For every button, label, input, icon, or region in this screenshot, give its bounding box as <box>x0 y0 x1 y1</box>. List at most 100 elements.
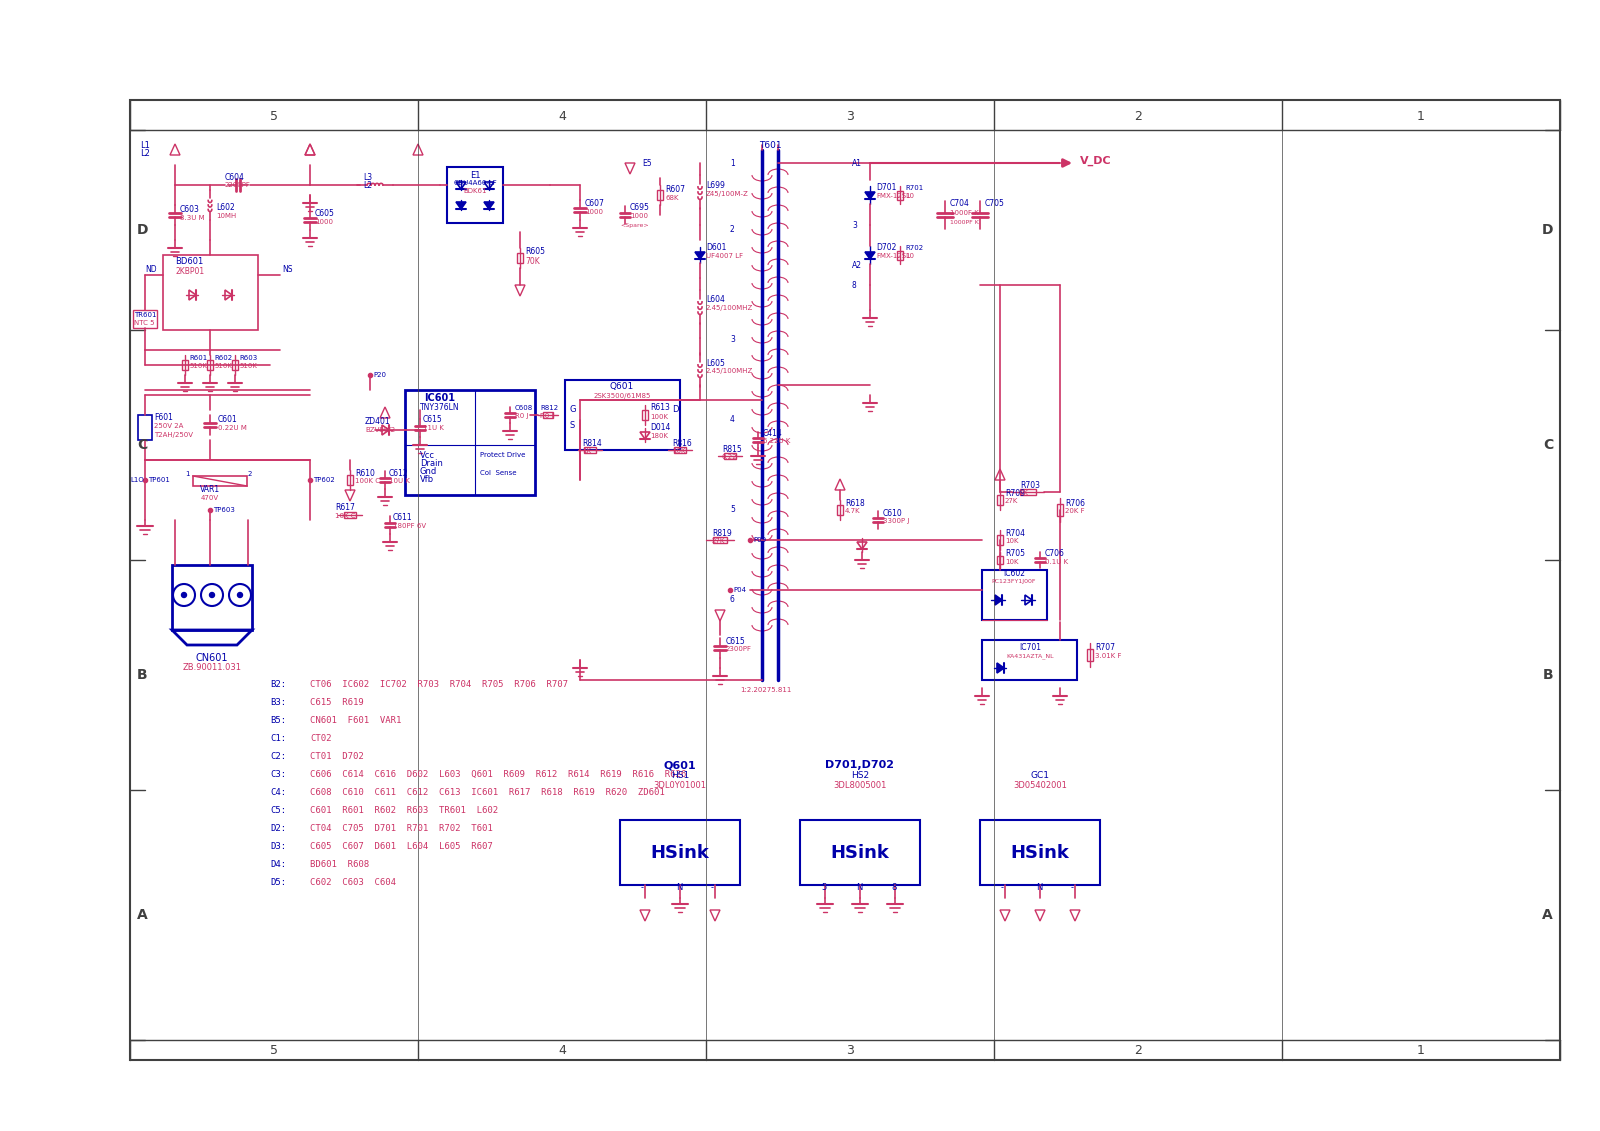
Text: R602: R602 <box>214 355 232 361</box>
Text: 510K: 510K <box>238 363 258 369</box>
Text: C606  C614  C616  D602  L603  Q601  R609  R612  R614  R619  R616  R626: C606 C614 C616 D602 L603 Q601 R609 R612 … <box>310 770 686 779</box>
Bar <box>405 390 534 495</box>
Text: D4:: D4: <box>270 860 286 869</box>
Text: 470V: 470V <box>202 495 219 501</box>
Text: 2: 2 <box>1134 111 1142 123</box>
Text: TNY376LN: TNY376LN <box>421 404 459 413</box>
Text: ZD401: ZD401 <box>365 417 390 426</box>
Text: S: S <box>570 421 576 430</box>
Bar <box>206 360 213 370</box>
Bar <box>982 570 1046 620</box>
Text: R613: R613 <box>650 404 670 413</box>
Text: FMX-12SL: FMX-12SL <box>877 193 910 199</box>
Text: <Spare>: <Spare> <box>621 223 648 227</box>
Text: 10K: 10K <box>672 448 685 454</box>
Bar <box>642 411 648 420</box>
Text: P20: P20 <box>373 372 386 378</box>
Bar <box>173 566 253 630</box>
Polygon shape <box>483 202 494 209</box>
Text: C603: C603 <box>179 206 200 215</box>
Text: V_DC: V_DC <box>1080 156 1112 166</box>
Text: 10U K: 10U K <box>389 478 410 484</box>
Bar <box>997 556 1003 564</box>
Text: R618: R618 <box>845 499 864 508</box>
Text: GC1: GC1 <box>1030 771 1050 780</box>
Text: R701: R701 <box>906 185 923 191</box>
Text: 8: 8 <box>891 883 896 892</box>
Text: TP603: TP603 <box>213 507 235 513</box>
Text: Protect Drive: Protect Drive <box>480 452 525 458</box>
Text: 2K: 2K <box>1021 490 1029 497</box>
Text: 3: 3 <box>846 1044 854 1056</box>
Text: B2:: B2: <box>270 680 286 689</box>
Bar <box>723 454 736 459</box>
Text: 2: 2 <box>1134 1044 1142 1056</box>
Text: 100K: 100K <box>650 414 669 420</box>
Text: 4: 4 <box>730 415 734 424</box>
Text: 180K: 180K <box>650 433 669 439</box>
Polygon shape <box>456 202 466 209</box>
Text: R707: R707 <box>1094 644 1115 653</box>
Text: R816: R816 <box>672 439 691 448</box>
Text: CN601: CN601 <box>195 653 229 663</box>
Text: 0.22U M: 0.22U M <box>218 425 246 431</box>
Text: 1000: 1000 <box>630 213 648 219</box>
Bar <box>674 447 686 454</box>
Text: BD601  R608: BD601 R608 <box>310 860 370 869</box>
Text: 10: 10 <box>906 253 914 259</box>
Text: IC602: IC602 <box>1003 570 1026 578</box>
Text: IC601: IC601 <box>424 392 456 403</box>
Text: F601: F601 <box>154 414 173 423</box>
Text: C3:: C3: <box>270 770 286 779</box>
Text: 4: 4 <box>558 1044 566 1056</box>
Text: N: N <box>675 883 682 892</box>
Text: 1: 1 <box>1418 111 1426 123</box>
Text: FMX-12SL: FMX-12SL <box>877 253 910 259</box>
Bar <box>194 476 246 486</box>
Bar <box>658 190 662 200</box>
Bar <box>1021 489 1037 495</box>
Text: Q601: Q601 <box>610 381 634 390</box>
Text: 2.45/100MHZ: 2.45/100MHZ <box>706 368 754 374</box>
Text: R603: R603 <box>238 355 258 361</box>
Text: G: G <box>570 406 576 414</box>
Text: R819: R819 <box>712 528 731 537</box>
Text: 5: 5 <box>730 506 734 515</box>
Text: C608  C610  C611  C612  C613  IC601  R617  R618  R619  R620  ZD601: C608 C610 C611 C612 C613 IC601 R617 R618… <box>310 788 664 797</box>
Text: -: - <box>642 883 643 892</box>
Text: NTC 5: NTC 5 <box>134 320 155 326</box>
Bar <box>584 447 595 454</box>
Text: C4:: C4: <box>270 788 286 797</box>
Text: Vfb: Vfb <box>419 475 434 483</box>
Text: R705: R705 <box>1005 550 1026 559</box>
Text: 1K: 1K <box>582 448 590 454</box>
Text: C611: C611 <box>394 513 413 523</box>
Text: R601: R601 <box>189 355 208 361</box>
Text: 68K: 68K <box>666 195 678 201</box>
Text: P04: P04 <box>733 587 746 593</box>
Text: 70K: 70K <box>525 257 539 266</box>
Text: C705: C705 <box>986 199 1005 208</box>
Text: L3: L3 <box>363 173 373 181</box>
Text: C605  C607  D601  L604  L605  R607: C605 C607 D601 L604 L605 R607 <box>310 841 493 851</box>
Text: 1000: 1000 <box>315 219 333 225</box>
Text: 2200PF: 2200PF <box>226 182 251 188</box>
Text: 3: 3 <box>846 111 854 123</box>
Circle shape <box>237 593 243 597</box>
Text: R605: R605 <box>525 248 546 257</box>
Text: B: B <box>1542 668 1554 682</box>
Text: TP601: TP601 <box>147 477 170 483</box>
Text: NS: NS <box>282 266 293 275</box>
Text: C604: C604 <box>226 173 245 182</box>
Text: T2AH/250V: T2AH/250V <box>154 432 194 438</box>
Text: L699: L699 <box>706 181 725 190</box>
Text: 250V 2A: 250V 2A <box>154 423 184 429</box>
Text: BZV90/2: BZV90/2 <box>365 428 395 433</box>
Bar <box>517 253 523 264</box>
Text: N: N <box>1037 883 1042 892</box>
Bar <box>565 380 680 450</box>
Bar <box>997 535 1003 545</box>
Text: C612: C612 <box>389 468 408 477</box>
Text: R0 J: R0 J <box>515 413 528 418</box>
Text: 10MH: 10MH <box>216 213 237 219</box>
